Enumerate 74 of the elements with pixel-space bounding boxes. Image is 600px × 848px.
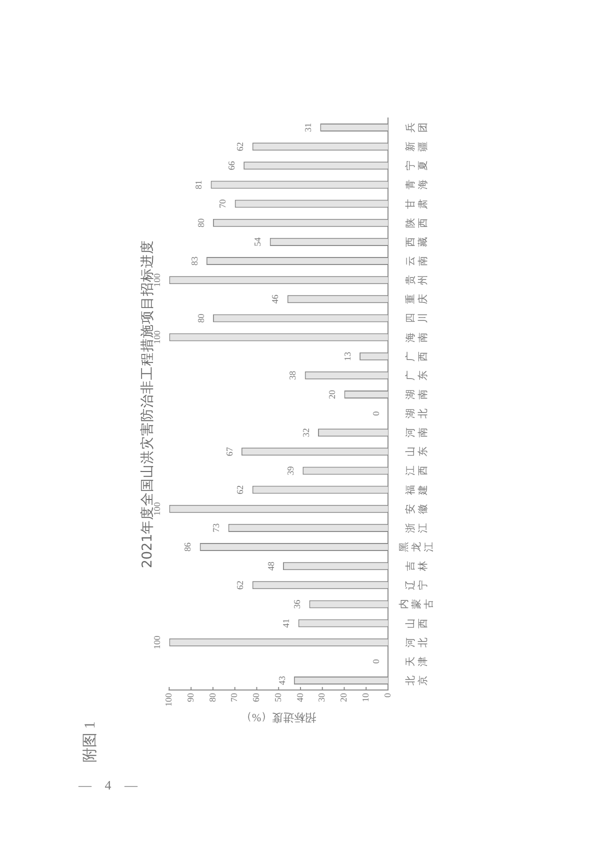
y-tick-label: 重庆 — [404, 294, 429, 304]
text: 附图 1 — [82, 721, 98, 763]
data-label: 38 — [288, 370, 298, 380]
y-tick-label: 北京 — [404, 675, 429, 686]
x-tick-label: 70 — [229, 692, 240, 702]
y-tick-label: 江西 — [404, 466, 429, 476]
data-label: 62 — [235, 142, 246, 152]
data-label: 46 — [270, 294, 280, 304]
data-label: 62 — [235, 485, 246, 494]
y-tick-label: 山东 — [404, 446, 429, 457]
data-label: 100 — [152, 502, 162, 516]
y-tick-label: 兵团 — [404, 122, 429, 133]
y-tick-label: 西藏 — [405, 236, 429, 247]
x-tick-label: 50 — [272, 692, 283, 702]
data-label: 66 — [226, 160, 236, 170]
y-tick-label: 内蒙古 — [398, 599, 436, 610]
data-label: 62 — [235, 580, 246, 590]
data-label: 48 — [266, 561, 276, 571]
data-label: 86 — [182, 542, 193, 552]
text: — 4 — — [78, 778, 138, 792]
data-label: 36 — [292, 599, 302, 609]
y-tick-label: 陕西 — [404, 218, 429, 228]
data-label: 73 — [211, 522, 222, 532]
x-tick-label: 20 — [338, 692, 349, 702]
y-tick-label: 福建 — [404, 484, 429, 496]
data-label: 0 — [370, 410, 381, 416]
y-tick-label: 河北 — [404, 637, 429, 648]
data-label: 100 — [152, 330, 162, 344]
y-tick-label: 广西 — [404, 351, 429, 362]
x-tick-label: 60 — [251, 692, 262, 702]
data-label: 81 — [194, 180, 204, 190]
data-label: 39 — [286, 466, 296, 476]
data-label: 13 — [342, 351, 352, 361]
y-tick-label: 黑龙江 — [399, 542, 436, 552]
y-tick-label: 吉林 — [404, 561, 429, 572]
data-label: 80 — [196, 313, 206, 323]
y-tick-label: 宁夏 — [404, 160, 429, 171]
data-label: 67 — [224, 446, 234, 456]
data-label: 43 — [276, 675, 287, 685]
y-tick-label: 湖南 — [404, 389, 429, 400]
data-label: 100 — [152, 635, 162, 650]
y-tick-label: 海南 — [404, 332, 429, 342]
data-label: 31 — [303, 123, 314, 132]
y-tick-label: 湖北 — [404, 408, 429, 419]
y-tick-label: 新疆 — [404, 142, 429, 152]
data-label: 32 — [300, 428, 311, 438]
y-tick-label: 安徽 — [404, 504, 429, 514]
y-tick-label: 广东 — [404, 370, 429, 380]
y-tick-label: 山西 — [404, 618, 429, 628]
data-label: 70 — [218, 198, 228, 208]
data-label: 80 — [196, 218, 206, 228]
x-tick-label: 100 — [164, 692, 174, 706]
y-tick-label: 贵州 — [404, 275, 429, 286]
x-axis-title: 招标进度（%） — [241, 711, 318, 724]
data-label: 100 — [152, 272, 162, 287]
x-tick-label: 10 — [360, 692, 370, 702]
y-tick-label: 辽宁 — [404, 580, 429, 590]
y-tick-label: 天津 — [405, 656, 429, 666]
y-tick-label: 甘肃 — [404, 198, 429, 209]
x-tick-label: 0 — [382, 692, 392, 698]
data-label: 0 — [370, 658, 381, 664]
data-label: 41 — [281, 618, 292, 628]
y-tick-label: 四川 — [405, 313, 429, 324]
x-tick-label: 40 — [294, 692, 305, 702]
data-label: 83 — [189, 256, 200, 266]
y-tick-label: 云南 — [405, 256, 429, 266]
data-label: 54 — [252, 236, 263, 246]
x-tick-label: 30 — [316, 692, 327, 702]
x-tick-label: 80 — [207, 692, 218, 702]
y-tick-label: 青海 — [404, 180, 429, 190]
y-tick-label: 浙江 — [404, 522, 429, 533]
x-tick-label: 90 — [185, 692, 196, 702]
data-label: 20 — [327, 389, 338, 399]
y-tick-label: 河南 — [404, 428, 429, 438]
